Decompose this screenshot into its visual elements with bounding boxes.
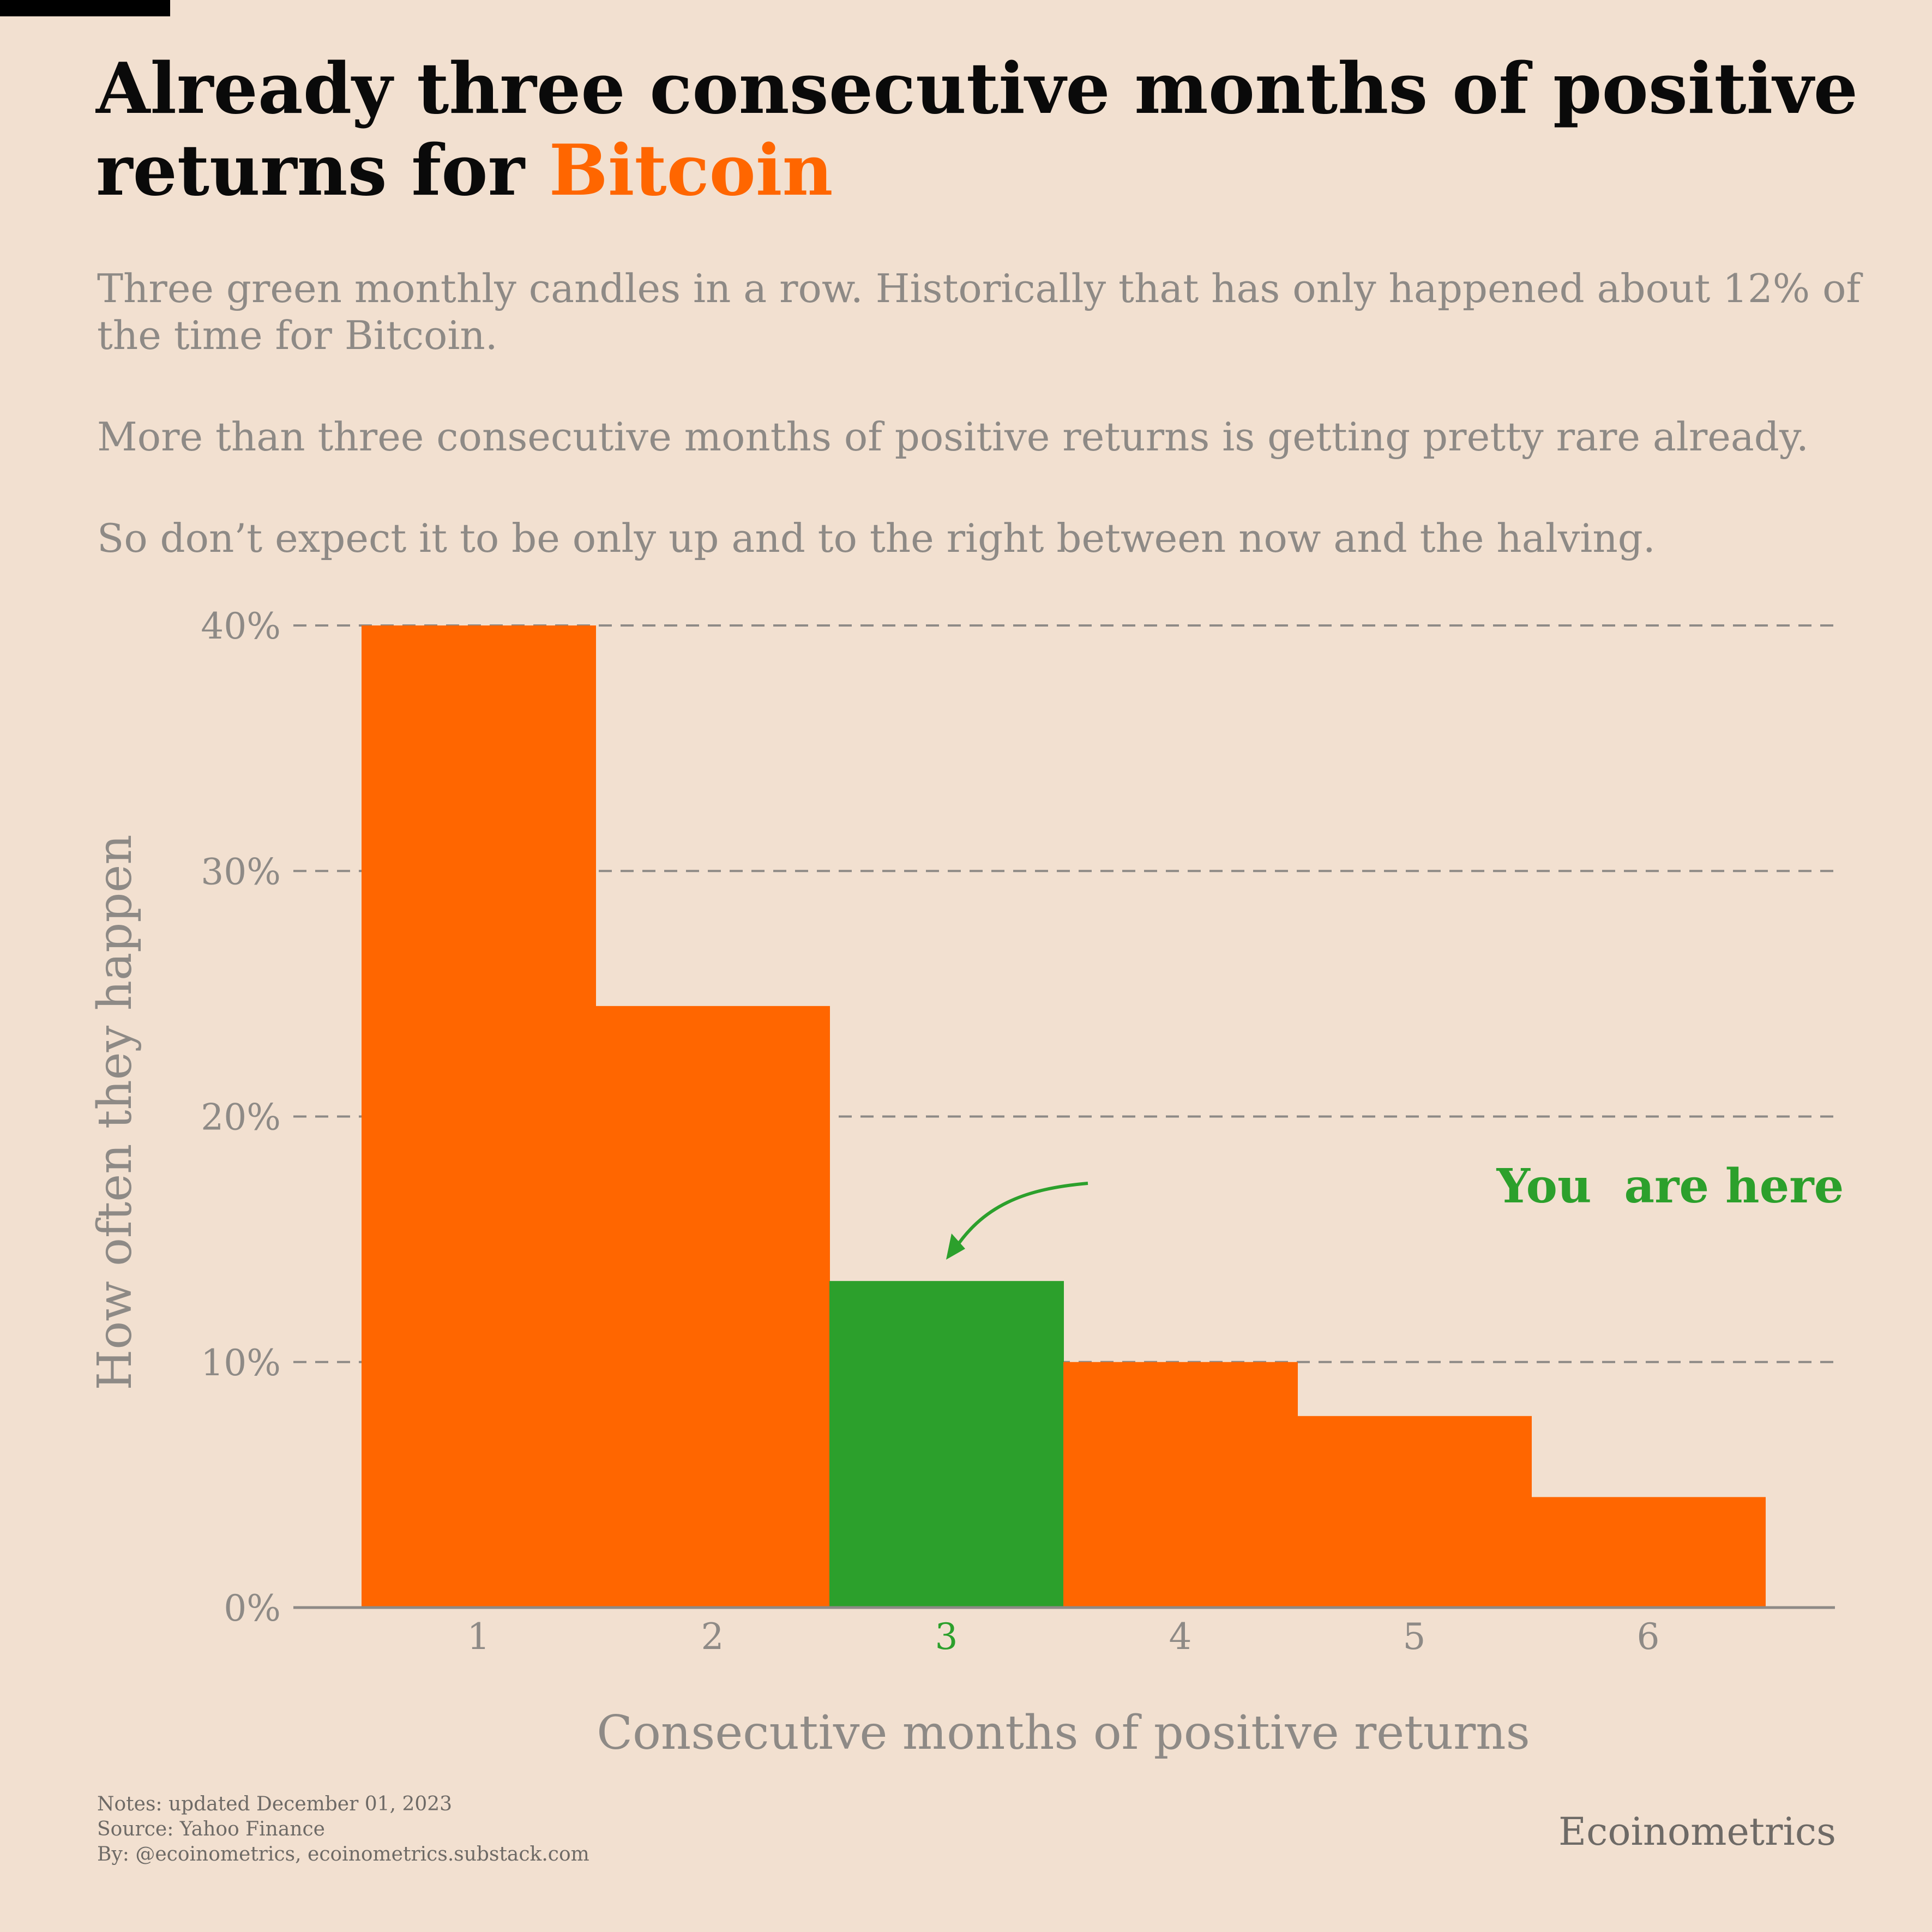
bar-3 bbox=[829, 1281, 1064, 1608]
x-tick-label: 5 bbox=[1403, 1616, 1426, 1658]
bar-2 bbox=[595, 1006, 830, 1608]
x-tick-label: 4 bbox=[1169, 1616, 1192, 1658]
bar-6 bbox=[1531, 1497, 1766, 1608]
annotation-arrowhead bbox=[946, 1233, 965, 1260]
bar-5 bbox=[1297, 1416, 1532, 1608]
bars-layer bbox=[362, 625, 1766, 1608]
y-tick-label: 20% bbox=[201, 1097, 281, 1139]
chart-title: Already three consecutive months of posi… bbox=[96, 48, 1868, 212]
corner-accent-bar bbox=[0, 0, 170, 16]
x-tick-label: 3 bbox=[935, 1616, 958, 1658]
subtitle-line-2: More than three consecutive months of po… bbox=[97, 414, 1809, 460]
notes-updated: Notes: updated December 01, 2023 bbox=[97, 1793, 453, 1815]
footer-notes: Notes: updated December 01, 2023 Source:… bbox=[97, 1792, 589, 1867]
y-tick-label: 40% bbox=[201, 605, 281, 647]
title-accent: Bitcoin bbox=[549, 130, 833, 212]
notes-by: By: @ecoinometrics, ecoinometrics.substa… bbox=[97, 1843, 589, 1865]
x-tick-labels: 1 2 3 4 5 6 bbox=[467, 1616, 1660, 1658]
y-axis-label: How often they happen bbox=[88, 834, 142, 1390]
y-tick-labels: 0% 10% 20% 30% 40% bbox=[201, 605, 281, 1629]
x-axis-label: Consecutive months of positive returns bbox=[597, 1706, 1530, 1760]
x-tick-label: 2 bbox=[701, 1616, 724, 1658]
notes-source: Source: Yahoo Finance bbox=[97, 1818, 325, 1840]
x-tick-label: 6 bbox=[1637, 1616, 1660, 1658]
bar-1 bbox=[362, 625, 596, 1608]
annotation-you-are-here: You are here bbox=[1496, 1159, 1844, 1214]
annotation-arrow bbox=[950, 1182, 1088, 1255]
brand-name: Ecoinometrics bbox=[1558, 1809, 1836, 1854]
title-main: Already three consecutive months of posi… bbox=[96, 48, 1858, 212]
subtitle-line-1: Three green monthly candles in a row. Hi… bbox=[97, 266, 1861, 358]
y-tick-label: 30% bbox=[201, 851, 281, 893]
x-tick-label: 1 bbox=[467, 1616, 490, 1658]
subtitle-line-3: So don’t expect it to be only up and to … bbox=[97, 515, 1656, 561]
y-tick-label: 0% bbox=[224, 1587, 281, 1629]
y-tick-label: 10% bbox=[201, 1342, 281, 1384]
bar-4 bbox=[1063, 1362, 1298, 1608]
